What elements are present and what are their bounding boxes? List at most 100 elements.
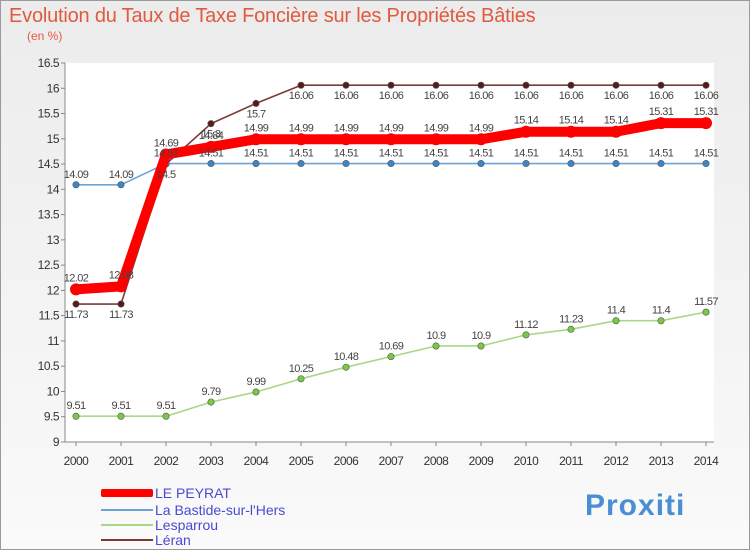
- y-tick-label: 10.5: [38, 359, 60, 373]
- data-point-lesparrou: [567, 325, 575, 333]
- data-point-lesparrou: [612, 317, 620, 325]
- data-point-leran: [252, 99, 260, 107]
- data-label-lesparrou: 10.69: [379, 341, 404, 353]
- data-point-le-peyrat: [70, 283, 82, 296]
- data-label-le-peyrat: 14.99: [379, 122, 404, 134]
- data-label-la-bastide-sur-l-hers: 14.51: [199, 148, 224, 160]
- data-point-leran: [297, 81, 305, 89]
- x-tick-label: 2010: [514, 454, 540, 468]
- data-label-leran: 16.06: [379, 90, 404, 102]
- x-tick-label: 2013: [649, 454, 675, 468]
- data-point-le-peyrat: [565, 125, 577, 138]
- y-tick-label: 15: [47, 132, 60, 146]
- brand-text: Proxiti: [585, 489, 686, 522]
- data-point-lesparrou: [162, 412, 170, 420]
- data-point-leran: [657, 81, 665, 89]
- data-label-la-bastide-sur-l-hers: 14.51: [514, 148, 539, 160]
- y-tick-label: 14: [47, 182, 60, 196]
- data-label-la-bastide-sur-l-hers: 14.51: [559, 148, 584, 160]
- data-label-le-peyrat: 15.14: [604, 115, 629, 127]
- data-label-leran: 14.5: [156, 169, 175, 181]
- legend-label: Lesparrou: [155, 517, 219, 533]
- data-label-leran: 16.06: [469, 90, 494, 102]
- data-label-la-bastide-sur-l-hers: 14.51: [244, 148, 269, 160]
- data-point-le-peyrat: [430, 133, 442, 146]
- data-label-la-bastide-sur-l-hers: 14.51: [154, 148, 179, 160]
- data-label-lesparrou: 11.4: [607, 305, 626, 317]
- y-tick-label: 9.5: [44, 410, 60, 424]
- data-point-leran: [522, 81, 530, 89]
- data-label-la-bastide-sur-l-hers: 14.51: [694, 148, 719, 160]
- data-point-lesparrou: [117, 412, 125, 420]
- data-point-lesparrou: [342, 363, 350, 371]
- data-label-leran: 16.06: [334, 90, 359, 102]
- data-point-la-bastide-sur-l-hers: [657, 160, 665, 168]
- data-label-la-bastide-sur-l-hers: 14.09: [109, 169, 134, 181]
- data-label-lesparrou: 11.12: [514, 319, 538, 331]
- data-label-lesparrou: 9.79: [201, 386, 220, 398]
- y-tick-label: 10: [47, 384, 60, 398]
- data-label-lesparrou: 11.23: [559, 313, 583, 325]
- data-point-le-peyrat: [610, 125, 622, 138]
- data-label-leran: 16.06: [289, 90, 314, 102]
- data-point-le-peyrat: [520, 125, 532, 138]
- data-point-lesparrou: [207, 398, 215, 406]
- data-point-la-bastide-sur-l-hers: [612, 160, 620, 168]
- data-point-lesparrou: [72, 412, 80, 420]
- x-tick-label: 2005: [289, 454, 315, 468]
- y-tick-label: 16: [47, 81, 60, 95]
- legend-label: LE PEYRAT: [155, 485, 231, 501]
- data-label-leran: 15.7: [246, 108, 265, 120]
- data-point-le-peyrat: [115, 280, 127, 293]
- data-point-leran: [342, 81, 350, 89]
- x-tick-label: 2002: [154, 454, 180, 468]
- data-label-lesparrou: 9.99: [246, 376, 265, 388]
- data-label-lesparrou: 10.48: [334, 351, 359, 363]
- x-tick-label: 2011: [559, 454, 584, 468]
- data-label-leran: 16.06: [559, 90, 584, 102]
- data-point-le-peyrat: [295, 133, 307, 146]
- data-point-la-bastide-sur-l-hers: [477, 160, 485, 168]
- x-tick-label: 2003: [199, 454, 225, 468]
- data-point-le-peyrat: [700, 117, 712, 130]
- data-point-leran: [387, 81, 395, 89]
- data-label-leran: 16.06: [514, 90, 539, 102]
- data-point-le-peyrat: [655, 117, 667, 130]
- data-point-lesparrou: [657, 317, 665, 325]
- data-label-le-peyrat: 14.99: [244, 122, 269, 134]
- legend-item-lesparrou: Lesparrou: [101, 517, 218, 533]
- data-point-la-bastide-sur-l-hers: [342, 160, 350, 168]
- data-label-leran: 11.73: [64, 309, 88, 321]
- data-label-leran: 11.73: [109, 309, 133, 321]
- data-label-la-bastide-sur-l-hers: 14.51: [469, 148, 494, 160]
- brand-logo: Proxiti: [585, 489, 685, 523]
- data-point-leran: [207, 120, 215, 128]
- data-label-le-peyrat: 14.99: [289, 122, 314, 134]
- data-label-lesparrou: 10.9: [426, 330, 445, 342]
- data-point-le-peyrat: [385, 133, 397, 146]
- data-label-lesparrou: 9.51: [111, 400, 130, 412]
- y-tick-label: 16.5: [38, 56, 60, 70]
- data-label-la-bastide-sur-l-hers: 14.51: [649, 148, 674, 160]
- data-label-le-peyrat: 15.31: [694, 106, 719, 118]
- x-tick-label: 2009: [469, 454, 495, 468]
- y-tick-label: 14.5: [38, 157, 60, 171]
- data-label-leran: 16.06: [604, 90, 629, 102]
- y-tick-label: 9: [53, 435, 60, 449]
- data-label-le-peyrat: 14.99: [334, 122, 359, 134]
- data-label-leran: 16.06: [649, 90, 674, 102]
- data-point-leran: [117, 300, 125, 308]
- data-point-lesparrou: [702, 308, 710, 316]
- data-point-le-peyrat: [250, 133, 262, 146]
- x-tick-label: 2012: [604, 454, 630, 468]
- data-label-le-peyrat: 14.84: [199, 130, 224, 142]
- data-label-la-bastide-sur-l-hers: 14.51: [289, 148, 314, 160]
- legend-swatch: [101, 509, 153, 511]
- x-tick-label: 2007: [379, 454, 405, 468]
- data-point-lesparrou: [432, 342, 440, 350]
- data-label-le-peyrat: 15.14: [559, 115, 584, 127]
- legend-label: La Bastide-sur-l'Hers: [155, 502, 286, 518]
- data-label-leran: 15.3: [201, 129, 220, 141]
- data-label-lesparrou: 11.4: [652, 305, 671, 317]
